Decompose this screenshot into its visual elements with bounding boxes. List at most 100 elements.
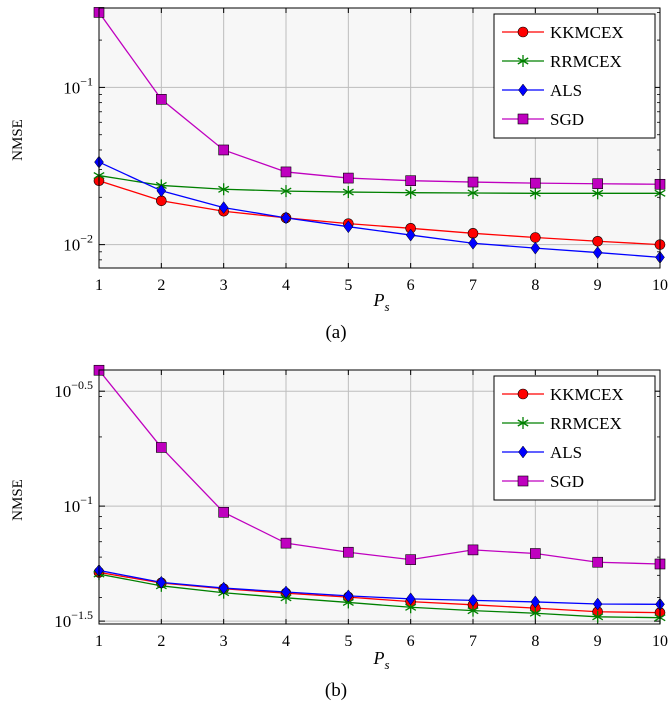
series-line bbox=[98, 573, 661, 619]
data-point bbox=[467, 228, 479, 239]
data-point bbox=[156, 442, 167, 453]
data-point bbox=[218, 506, 229, 518]
x-tick-label: 7 bbox=[469, 277, 477, 294]
data-point bbox=[343, 546, 354, 558]
y-tick-label: 10−1 bbox=[63, 493, 93, 516]
series-line bbox=[98, 12, 661, 185]
x-tick-label: 1 bbox=[95, 277, 103, 294]
data-point bbox=[218, 183, 230, 196]
legend-marker bbox=[517, 388, 529, 400]
data-point bbox=[467, 186, 479, 199]
x-axis-label: Ps bbox=[372, 648, 389, 672]
data-point bbox=[343, 589, 354, 603]
data-point bbox=[405, 228, 416, 242]
y-axis-label: NMSE bbox=[10, 479, 26, 521]
data-point bbox=[405, 175, 416, 187]
data-point bbox=[281, 585, 291, 599]
chart-b: 10−0.5 10−1 10−1.51 2 3 4 5 6 7 8 9 10 KKMCEX RRMCEX A… bbox=[10, 364, 668, 701]
legend-marker bbox=[517, 55, 529, 67]
data-point bbox=[280, 166, 292, 178]
legend-label: SGD bbox=[550, 110, 584, 129]
legend-marker bbox=[518, 445, 528, 459]
x-tick-label: 4 bbox=[282, 277, 290, 294]
axes-frame bbox=[98, 7, 661, 269]
series-line bbox=[98, 161, 661, 258]
data-point bbox=[280, 185, 292, 198]
data-point bbox=[343, 220, 354, 234]
data-point bbox=[467, 544, 479, 556]
x-tick-label: 5 bbox=[344, 277, 352, 294]
data-point bbox=[156, 94, 167, 105]
data-point bbox=[468, 236, 478, 250]
y-axis-label: NMSE bbox=[10, 119, 26, 161]
legend-label: SGD bbox=[550, 472, 584, 491]
caption: (b) bbox=[325, 680, 347, 701]
data-point bbox=[405, 554, 416, 565]
x-tick-label: 8 bbox=[531, 633, 539, 650]
legend-marker bbox=[517, 475, 529, 487]
x-tick-label: 3 bbox=[220, 633, 228, 650]
data-point bbox=[592, 610, 604, 623]
x-tick-label: 10 bbox=[652, 633, 668, 650]
series-ALS bbox=[94, 564, 665, 611]
x-tick-label: 9 bbox=[594, 633, 602, 650]
axes-frame bbox=[98, 369, 661, 625]
legend-label: KKMCEX bbox=[550, 385, 624, 404]
x-tick-label: 2 bbox=[157, 277, 165, 294]
legend-marker bbox=[517, 113, 529, 125]
data-point bbox=[530, 548, 541, 559]
series-ALS bbox=[94, 155, 665, 264]
data-point bbox=[592, 187, 604, 200]
data-point bbox=[529, 607, 541, 620]
x-tick-label: 4 bbox=[282, 633, 290, 650]
legend: KKMCEX RRMCEX ALS SGD bbox=[493, 13, 656, 139]
caption: (a) bbox=[325, 322, 346, 343]
data-point bbox=[592, 246, 603, 259]
legend-marker bbox=[517, 417, 529, 429]
y-tick-label: 10−1 bbox=[63, 74, 93, 97]
data-point bbox=[592, 235, 603, 247]
x-tick-label: 6 bbox=[407, 633, 415, 650]
data-point bbox=[467, 176, 479, 188]
x-tick-label: 9 bbox=[594, 277, 602, 294]
data-point bbox=[530, 241, 541, 255]
series-line bbox=[98, 369, 661, 565]
x-tick-label: 8 bbox=[531, 277, 539, 294]
series-line bbox=[98, 174, 660, 194]
data-point bbox=[530, 232, 541, 243]
x-tick-label: 5 bbox=[344, 633, 352, 650]
legend: KKMCEX RRMCEX ALS SGD bbox=[493, 375, 656, 501]
legend-label: ALS bbox=[550, 81, 582, 100]
y-tick-label: 10−2 bbox=[63, 232, 93, 255]
y-tick-label: 10−1.5 bbox=[54, 608, 93, 631]
data-point bbox=[218, 201, 229, 215]
data-point bbox=[592, 178, 603, 190]
data-point bbox=[530, 177, 541, 189]
series-line bbox=[98, 569, 661, 605]
x-axis-label: Ps bbox=[372, 290, 389, 314]
data-point bbox=[280, 537, 292, 549]
legend-marker bbox=[518, 83, 528, 97]
series-line bbox=[98, 571, 661, 614]
series-line bbox=[98, 180, 661, 246]
data-point bbox=[529, 187, 541, 200]
data-point bbox=[156, 184, 167, 198]
data-point bbox=[218, 144, 229, 156]
x-tick-label: 2 bbox=[157, 633, 165, 650]
x-tick-label: 10 bbox=[652, 277, 668, 294]
data-point bbox=[468, 593, 478, 607]
data-point bbox=[530, 595, 541, 609]
data-point bbox=[592, 597, 603, 611]
data-point bbox=[342, 186, 354, 199]
x-tick-label: 6 bbox=[407, 277, 415, 294]
chart-a: 10−1 10−2 1 2 3 4 5 6 7 8 9 10 KKMCEX RRMCEX ALS SGD Ps N… bbox=[10, 7, 668, 343]
legend-label: RRMCEX bbox=[550, 52, 622, 71]
data-point bbox=[156, 195, 167, 207]
legend-label: RRMCEX bbox=[550, 414, 622, 433]
x-tick-label: 7 bbox=[469, 633, 477, 650]
x-tick-label: 1 bbox=[95, 633, 103, 650]
data-point bbox=[405, 592, 416, 606]
x-tick-label: 3 bbox=[220, 277, 228, 294]
y-tick-label: 10−0.5 bbox=[54, 378, 93, 401]
